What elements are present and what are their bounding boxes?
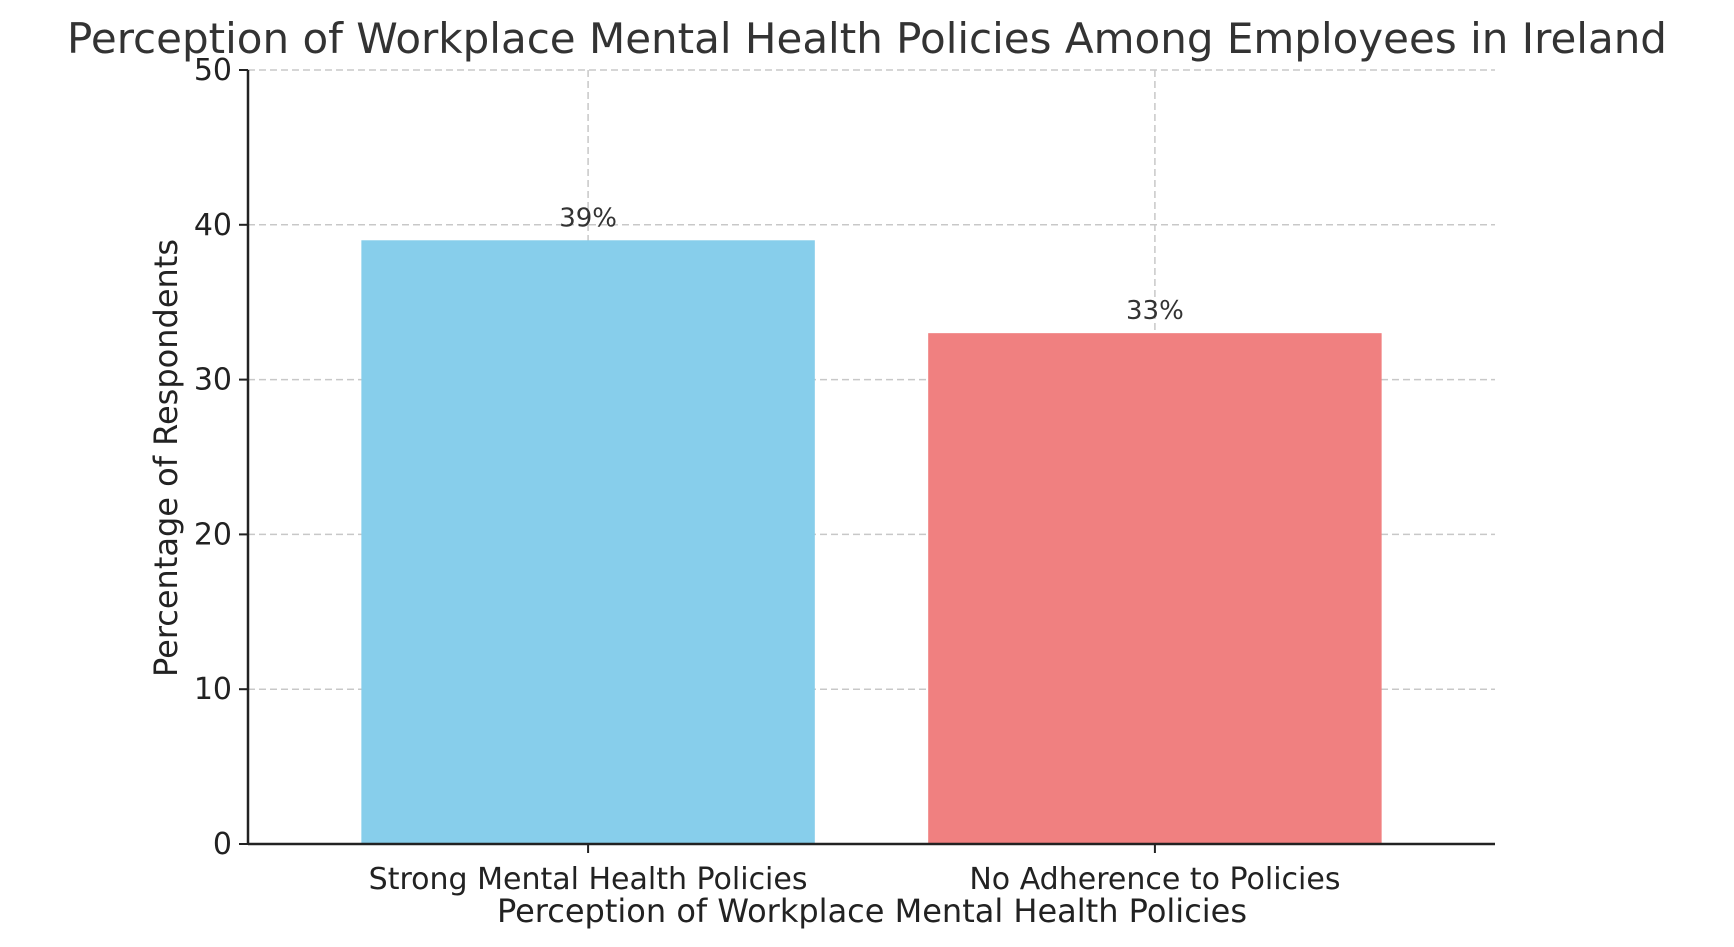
x-tick-label: Strong Mental Health Policies [369, 862, 808, 897]
y-tick-label: 0 [213, 827, 232, 862]
y-tick-label: 30 [194, 363, 232, 398]
chart-title: Perception of Workplace Mental Health Po… [67, 14, 1667, 63]
y-tick-label: 20 [194, 517, 232, 552]
x-axis-label: Perception of Workplace Mental Health Po… [497, 892, 1247, 930]
y-axis-label: Percentage of Respondents [147, 239, 185, 677]
data-label: 39% [559, 203, 617, 233]
bars-layer [361, 240, 1382, 844]
y-tick-label: 40 [194, 208, 232, 243]
labels-layer: 0 10 20 30 40 50 Strong Mental Health Policies… [194, 53, 1341, 897]
x-tick-label: No Adherence to Policies [969, 862, 1340, 897]
y-tick-label: 10 [194, 672, 232, 707]
bar-2 [928, 333, 1382, 844]
data-label: 33% [1126, 296, 1184, 326]
y-tick-label: 50 [194, 53, 232, 88]
axes-layer [239, 69, 1495, 853]
bar-1 [361, 240, 815, 844]
